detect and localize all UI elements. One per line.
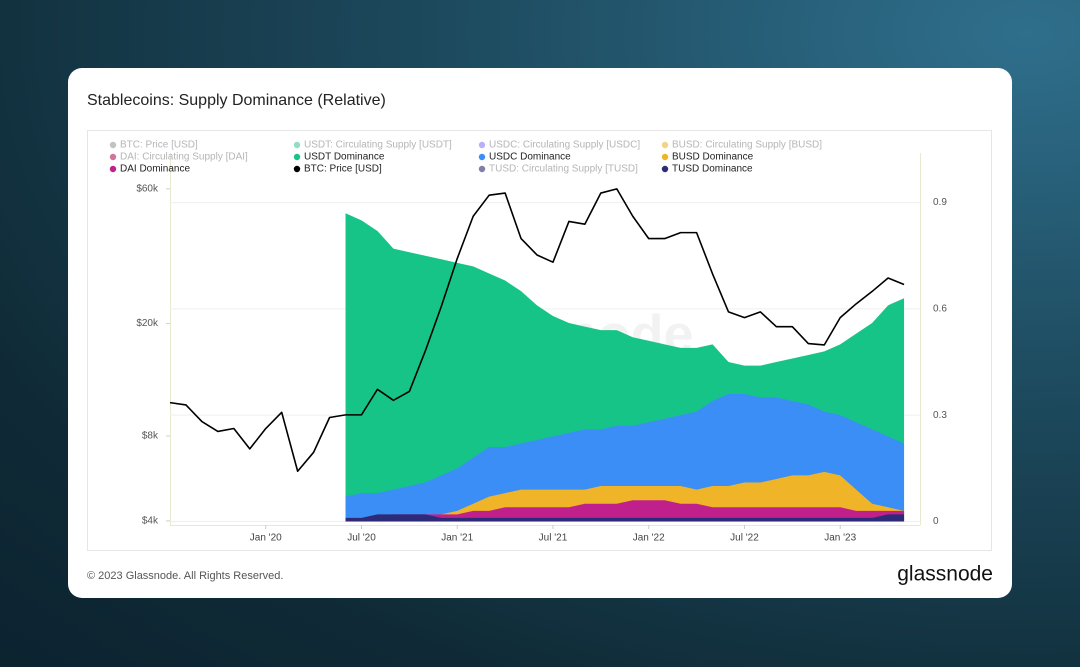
legend-label: BUSD Dominance xyxy=(672,152,754,163)
legend-label: BTC: Price [USD] xyxy=(304,164,382,175)
legend-marker xyxy=(661,165,669,173)
x-tick-label: Jul '22 xyxy=(730,533,759,544)
y-tick-label: $4k xyxy=(142,516,159,527)
legend-marker xyxy=(661,153,669,161)
legend-marker xyxy=(109,165,117,173)
y-tick-label: $20k xyxy=(136,318,159,329)
chart-frame xyxy=(87,130,992,551)
legend-label: USDT: Circulating Supply [USDT] xyxy=(304,140,452,151)
legend-marker xyxy=(478,165,486,173)
legend-label: USDC Dominance xyxy=(489,152,571,163)
legend-label: USDT Dominance xyxy=(304,152,385,163)
legend-label: DAI Dominance xyxy=(120,164,190,175)
legend-label: BTC: Price [USD] xyxy=(120,140,198,151)
line xyxy=(169,188,905,473)
legend-label: TUSD Dominance xyxy=(672,164,753,175)
legend-marker xyxy=(661,141,669,149)
logo: glassnode xyxy=(897,563,993,586)
chart-title: Stablecoins: Supply Dominance (Relative) xyxy=(87,92,386,109)
x-tick-label: Jan '23 xyxy=(824,533,856,544)
x-tick-label: Jan '22 xyxy=(633,533,665,544)
footer: © 2023 Glassnode. All Rights Reserved. xyxy=(87,570,283,582)
legend-marker xyxy=(109,153,117,161)
legend-label: USDC: Circulating Supply [USDC] xyxy=(489,140,640,151)
legend-marker xyxy=(293,165,301,173)
y-tick-label: $60k xyxy=(136,184,159,195)
y2-tick-label: 0.9 xyxy=(933,197,947,208)
y2-tick-label: 0.6 xyxy=(933,304,947,315)
y2-tick-label: 0.3 xyxy=(933,410,947,421)
area xyxy=(345,500,905,522)
legend-marker xyxy=(109,141,117,149)
y2-tick-label: 0 xyxy=(933,516,939,527)
legend-label: DAI: Circulating Supply [DAI] xyxy=(120,152,248,163)
legend-label: TUSD: Circulating Supply [TUSD] xyxy=(489,164,638,175)
x-tick-label: Jan '20 xyxy=(250,533,282,544)
area xyxy=(345,514,905,522)
x-tick-label: Jul '20 xyxy=(347,533,376,544)
legend-label: BUSD: Circulating Supply [BUSD] xyxy=(672,140,822,151)
legend-marker xyxy=(478,141,486,149)
legend-marker xyxy=(293,153,301,161)
legend-marker xyxy=(293,141,301,149)
x-tick-label: Jan '21 xyxy=(441,533,473,544)
legend-marker xyxy=(478,153,486,161)
y-tick-label: $8k xyxy=(142,431,159,442)
x-tick-label: Jul '21 xyxy=(539,533,568,544)
